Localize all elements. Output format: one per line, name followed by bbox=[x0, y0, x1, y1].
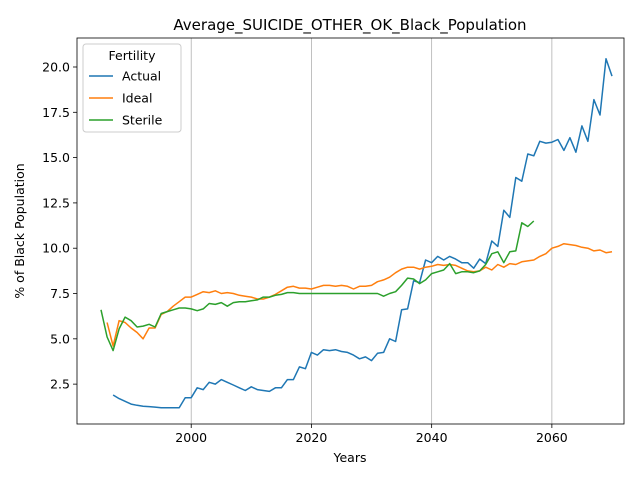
chart-title: Average_SUICIDE_OTHER_OK_Black_Populatio… bbox=[173, 16, 526, 35]
legend: Fertility Actual Ideal Sterile bbox=[82, 43, 182, 133]
legend-label-ideal: Ideal bbox=[122, 91, 152, 106]
legend-title: Fertility bbox=[109, 48, 157, 63]
y-tick-label: 12.5 bbox=[42, 195, 70, 210]
y-axis-label: % of Black Population bbox=[12, 163, 27, 298]
y-tick-label: 7.5 bbox=[50, 286, 70, 301]
grid-lines bbox=[190, 38, 553, 424]
y-tick-label: 10.0 bbox=[42, 241, 70, 256]
series-lines bbox=[100, 58, 613, 409]
legend-entries: Actual Ideal Sterile bbox=[89, 69, 163, 128]
series-line-actual bbox=[112, 58, 613, 409]
x-tick-label: 2040 bbox=[416, 430, 448, 445]
series-line-ideal bbox=[106, 242, 613, 347]
x-tick-label: 2020 bbox=[296, 430, 328, 445]
legend-label-sterile: Sterile bbox=[122, 113, 163, 128]
series-line-sterile bbox=[100, 220, 535, 352]
legend-box bbox=[82, 43, 182, 133]
x-tick-label: 2000 bbox=[175, 430, 207, 445]
x-axis: 2000 2020 2040 2060 bbox=[175, 424, 568, 445]
y-tick-label: 5.0 bbox=[50, 331, 70, 346]
plot-frame bbox=[76, 37, 625, 425]
y-tick-label: 20.0 bbox=[42, 59, 70, 74]
y-tick-label: 2.5 bbox=[50, 377, 70, 392]
x-axis-label: Years bbox=[333, 450, 367, 465]
y-axis: 2.5 5.0 7.5 10.0 12.5 15.0 17.5 20.0 bbox=[42, 59, 77, 392]
y-tick-label: 17.5 bbox=[42, 105, 70, 120]
x-tick-label: 2060 bbox=[536, 430, 568, 445]
y-tick-label: 15.0 bbox=[42, 150, 70, 165]
legend-label-actual: Actual bbox=[122, 69, 161, 84]
